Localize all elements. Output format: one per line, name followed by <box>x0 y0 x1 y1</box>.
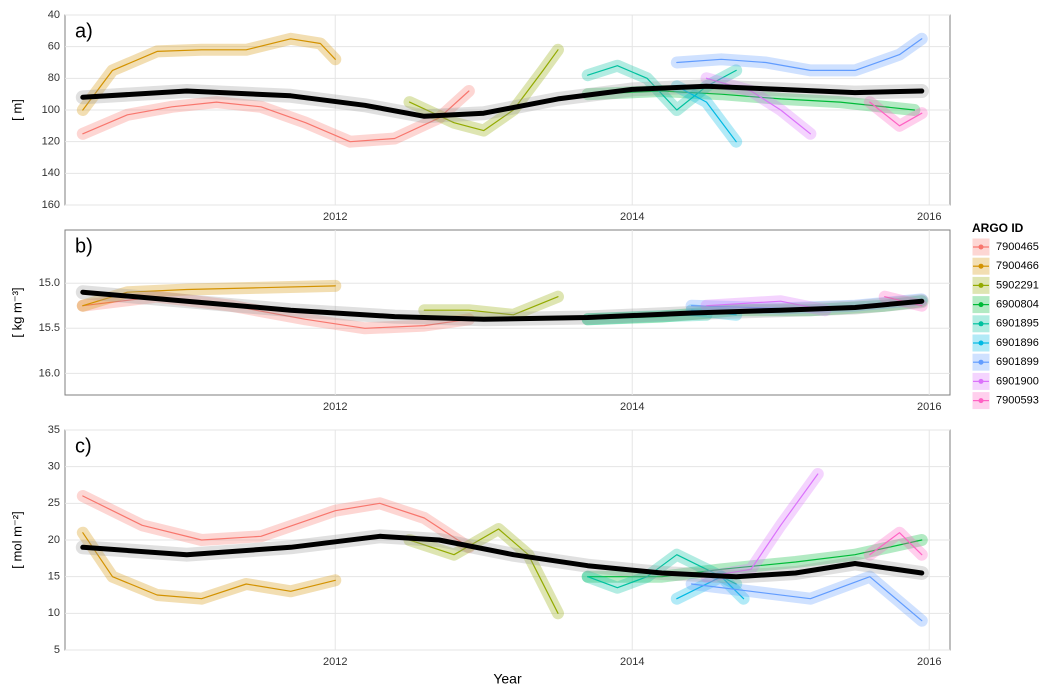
series-line <box>82 90 470 143</box>
y-tick-label: 25 <box>48 497 60 509</box>
y-tick-label: 80 <box>48 72 60 84</box>
legend-key-point <box>978 244 984 250</box>
x-tick-label: 2012 <box>323 656 347 668</box>
y-tick-label: 160 <box>42 199 60 211</box>
legend-key-point <box>978 302 984 308</box>
series-line <box>587 554 737 589</box>
legend-label: 6901900 <box>996 375 1039 387</box>
series-line <box>587 65 737 111</box>
panel-label: b) <box>75 235 93 257</box>
y-tick-label: 15.5 <box>39 322 60 334</box>
series-line <box>587 90 915 111</box>
panel-label: c) <box>75 435 92 457</box>
x-tick-label: 2012 <box>323 211 347 223</box>
panel-label: a) <box>75 20 93 42</box>
y-tick-label: 5 <box>54 644 60 656</box>
y-tick-label: 60 <box>48 41 60 53</box>
y-tick-label: 16.0 <box>39 367 60 379</box>
legend-key-point <box>978 282 984 288</box>
y-tick-label: 30 <box>48 461 60 473</box>
overall-fit-line <box>80 83 925 119</box>
legend-key-point <box>978 378 984 384</box>
y-tick-label: 35 <box>48 424 60 436</box>
series-line <box>82 532 336 600</box>
x-tick-label: 2016 <box>917 656 941 668</box>
legend-label: 6901896 <box>996 337 1039 349</box>
legend-key-point <box>978 398 984 404</box>
legend-label: 7900466 <box>996 260 1039 272</box>
y-tick-label: 140 <box>42 167 60 179</box>
y-axis-label: [ kg m⁻³] <box>9 287 24 337</box>
legend-label: 6901899 <box>996 356 1039 368</box>
x-tick-label: 2014 <box>620 211 644 223</box>
x-tick-label: 2016 <box>917 211 941 223</box>
series-line <box>705 77 811 135</box>
y-tick-label: 10 <box>48 607 60 619</box>
legend-key-point <box>978 359 984 365</box>
legend-label: 6901895 <box>996 318 1039 330</box>
legend-key-point <box>978 321 984 327</box>
series-line <box>82 495 470 548</box>
x-tick-label: 2014 <box>620 656 644 668</box>
y-axis-label: [ mol m⁻²] <box>9 511 24 568</box>
series-line <box>869 101 923 127</box>
y-axis-label: [ m] <box>9 99 24 121</box>
series-line <box>423 296 559 316</box>
series-line <box>408 528 559 614</box>
series-line <box>705 473 819 578</box>
y-tick-label: 120 <box>42 136 60 148</box>
series-line <box>869 532 923 556</box>
legend-label: 6900804 <box>996 299 1039 311</box>
overall-fit-line <box>80 533 925 580</box>
x-tick-label: 2016 <box>917 401 941 413</box>
series-line <box>676 38 923 71</box>
legend-label: 7900465 <box>996 241 1039 253</box>
legend-key-point <box>978 263 984 269</box>
series-line <box>691 576 923 622</box>
legend-label: 7900593 <box>996 395 1039 407</box>
series-line <box>408 49 559 132</box>
y-tick-label: 15 <box>48 571 60 583</box>
y-tick-label: 100 <box>42 104 60 116</box>
y-tick-label: 15.0 <box>39 277 60 289</box>
series-line <box>587 539 923 578</box>
legend-title: ARGO ID <box>972 221 1024 235</box>
x-tick-label: 2014 <box>620 401 644 413</box>
legend-label: 5902291 <box>996 279 1039 291</box>
series-line <box>82 38 336 111</box>
panel <box>64 229 951 396</box>
x-tick-label: 2012 <box>323 401 347 413</box>
overall-fit-line <box>80 289 925 322</box>
y-tick-label: 40 <box>48 9 60 21</box>
x-axis-label: Year <box>493 671 522 687</box>
y-tick-label: 20 <box>48 534 60 546</box>
legend-key-point <box>978 340 984 346</box>
series-line <box>676 85 737 143</box>
